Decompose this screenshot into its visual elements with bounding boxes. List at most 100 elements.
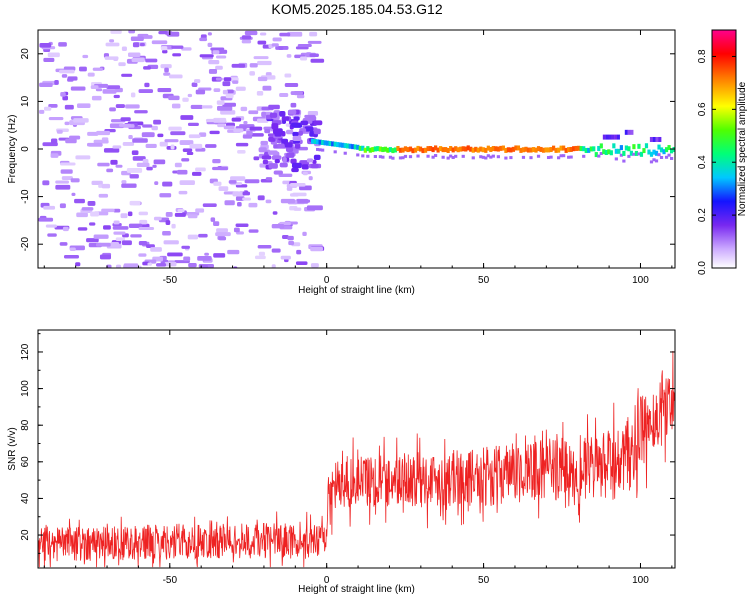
spectrogram-noise-cell	[292, 131, 299, 137]
spectrogram-noise-cell	[284, 73, 292, 78]
spectrogram-noise-cell	[62, 226, 69, 232]
spectrogram-noise-cell	[188, 134, 201, 139]
spectrogram-noise-cell	[157, 133, 164, 138]
spectrogram-signal-cell	[592, 146, 596, 152]
spectrogram-signal-cell	[489, 147, 493, 153]
spectrogram-noise-cell	[257, 76, 268, 82]
spectrogram-noise-cell	[210, 217, 216, 222]
spectrogram-noise-cell	[233, 128, 244, 133]
spectrogram-noise-cell	[290, 158, 297, 164]
spectrogram-signal-cell	[659, 155, 664, 159]
spectrogram-noise-cell	[310, 58, 325, 63]
spectrogram-noise-cell	[188, 263, 197, 268]
spectrogram-signal-cell	[657, 153, 661, 157]
spectrogram-noise-cell	[71, 192, 76, 196]
spectrogram-noise-cell	[279, 93, 289, 98]
spectrogram-signal-cell	[451, 147, 455, 153]
spectrogram-noise-cell	[145, 58, 158, 63]
spectrogram-noise-cell	[70, 86, 86, 91]
spectrogram-signal-cell	[569, 155, 573, 159]
spectrogram-signal-cell	[536, 154, 541, 158]
spectrogram-signal-cell	[605, 134, 609, 140]
spectrogram-signal-cell	[318, 148, 322, 152]
spectrogram-signal-cell	[366, 154, 370, 158]
spectrogram-signal-cell	[531, 147, 536, 153]
spectrogram-noise-cell	[274, 159, 280, 164]
spectrogram-noise-cell	[216, 228, 229, 233]
spectrogram-noise-cell	[43, 106, 52, 111]
spectrogram-noise-cell	[45, 224, 57, 228]
spectrogram-noise-cell	[242, 134, 253, 139]
spectrogram-noise-cell	[268, 136, 276, 142]
x-tick-label: 0	[324, 575, 330, 586]
spectrogram-noise-cell	[69, 135, 81, 140]
spectrogram-signal-cell	[361, 145, 365, 151]
spectrogram-signal-cell	[388, 147, 393, 153]
spectrogram-signal-cell	[562, 145, 566, 151]
spectrogram-noise-cell	[130, 36, 144, 41]
spectrogram-noise-cell	[254, 255, 266, 260]
spectrogram-noise-cell	[192, 171, 202, 176]
spectrogram-noise-cell	[284, 83, 299, 88]
spectrogram-noise-cell	[218, 236, 227, 241]
spectrogram-noise-cell	[212, 166, 229, 171]
spectrogram-signal-cell	[401, 156, 405, 160]
spectrogram-signal-cell	[658, 136, 662, 142]
spectrogram-signal-cell	[524, 146, 528, 152]
spectrogram-noise-cell	[215, 232, 231, 237]
spectrogram-noise-cell	[225, 93, 234, 99]
spectrogram-signal-cell	[624, 129, 628, 135]
spectrogram-noise-cell	[248, 110, 259, 115]
spectrogram-signal-cell	[426, 154, 430, 158]
spectrogram-noise-cell	[122, 142, 135, 146]
spectrogram-signal-cell	[627, 154, 631, 158]
spectrogram-noise-cell	[136, 162, 150, 167]
spectrogram-signal-cell	[567, 147, 571, 153]
spectrogram-noise-cell	[199, 54, 214, 58]
spectrogram-noise-cell	[262, 159, 269, 165]
spectrogram-noise-cell	[60, 91, 66, 97]
spectrogram-signal-cell	[529, 156, 533, 160]
spectrogram-noise-cell	[170, 131, 186, 136]
spectrogram-signal-cell	[529, 147, 533, 153]
spectrogram-noise-cell	[132, 138, 148, 143]
spectrogram-noise-cell	[138, 226, 155, 230]
spectrogram-signal-cell	[627, 129, 631, 135]
spectrogram-noise-cell	[129, 174, 139, 179]
spectrogram-signal-cell	[461, 146, 465, 152]
spectrogram-noise-cell	[112, 145, 122, 149]
spectrogram-noise-cell	[168, 95, 180, 101]
spectrogram-noise-cell	[160, 64, 172, 69]
spectrogram-noise-cell	[222, 89, 228, 95]
spectrogram-signal-cell	[506, 147, 511, 153]
spectrogram-signal-cell	[393, 147, 398, 153]
spectrogram-noise-cell	[289, 193, 299, 197]
spectrogram-signal-cell	[373, 155, 377, 159]
spectrogram-signal-cell	[594, 152, 598, 158]
spectrogram-signal-cell	[451, 156, 455, 160]
spectrogram-noise-cell	[249, 71, 255, 76]
x-tick-label: -50	[163, 575, 178, 586]
spectrogram-noise-cell	[293, 207, 302, 211]
colorbar-tick-label: 0.8	[697, 49, 708, 63]
spectrogram-noise-cell	[215, 77, 223, 81]
spectrogram-noise-cell	[246, 130, 253, 136]
spectrogram-signal-cell	[608, 134, 612, 140]
spectrogram-noise-cell	[61, 74, 68, 78]
spectrogram-noise-cell	[43, 57, 55, 62]
spectrogram-noise-cell	[222, 102, 236, 107]
spectrogram-noise-cell	[280, 198, 296, 204]
spectrogram-noise-cell	[271, 264, 276, 268]
spectrogram-noise-cell	[181, 47, 192, 51]
spectrogram-signal-cell	[544, 147, 548, 153]
spectrogram-signal-cell	[564, 147, 568, 153]
spectrogram-noise-cell	[231, 63, 246, 68]
spectrogram-signal-cell	[446, 147, 450, 153]
spectrogram-noise-cell	[297, 44, 312, 48]
spectrogram-signal-cell	[446, 156, 450, 160]
spectrogram-signal-cell	[346, 143, 350, 149]
spectrogram-noise-cell	[189, 143, 203, 149]
spectrogram-signal-cell	[481, 147, 485, 153]
spectrogram-noise-cell	[146, 244, 155, 249]
spectrogram-signal-cell	[398, 156, 403, 160]
